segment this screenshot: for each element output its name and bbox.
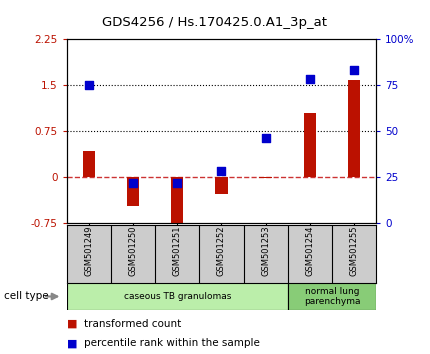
Text: GSM501253: GSM501253 (261, 226, 270, 276)
Point (129, 180, 136, 185)
Bar (171, 177, 184, 227)
Bar (288, 283, 376, 310)
Bar (127, 177, 139, 206)
Text: caseous TB granulomas: caseous TB granulomas (123, 292, 231, 301)
Text: GSM501254: GSM501254 (305, 226, 314, 276)
Bar (259, 177, 272, 178)
Bar (304, 113, 316, 177)
Text: GSM501255: GSM501255 (350, 226, 359, 276)
Point (307, 76, 313, 82)
Bar (67, 283, 288, 310)
Text: GSM501252: GSM501252 (217, 226, 226, 276)
Text: percentile rank within the sample: percentile rank within the sample (84, 338, 260, 348)
Bar (215, 177, 227, 194)
Bar (348, 80, 360, 177)
Text: GSM501251: GSM501251 (173, 226, 182, 276)
Text: normal lung
parenchyma: normal lung parenchyma (304, 287, 360, 306)
Point (351, 67, 358, 73)
Text: cell type: cell type (4, 291, 49, 302)
Bar (83, 151, 95, 177)
Text: transformed count: transformed count (84, 319, 181, 329)
Text: ■: ■ (67, 319, 77, 329)
Point (85, 82, 92, 88)
Text: GDS4256 / Hs.170425.0.A1_3p_at: GDS4256 / Hs.170425.0.A1_3p_at (102, 16, 328, 29)
Text: ■: ■ (67, 338, 77, 348)
Point (218, 169, 225, 174)
Text: GSM501249: GSM501249 (84, 226, 93, 276)
Point (262, 136, 269, 141)
Point (174, 180, 181, 185)
Text: GSM501250: GSM501250 (129, 226, 138, 276)
